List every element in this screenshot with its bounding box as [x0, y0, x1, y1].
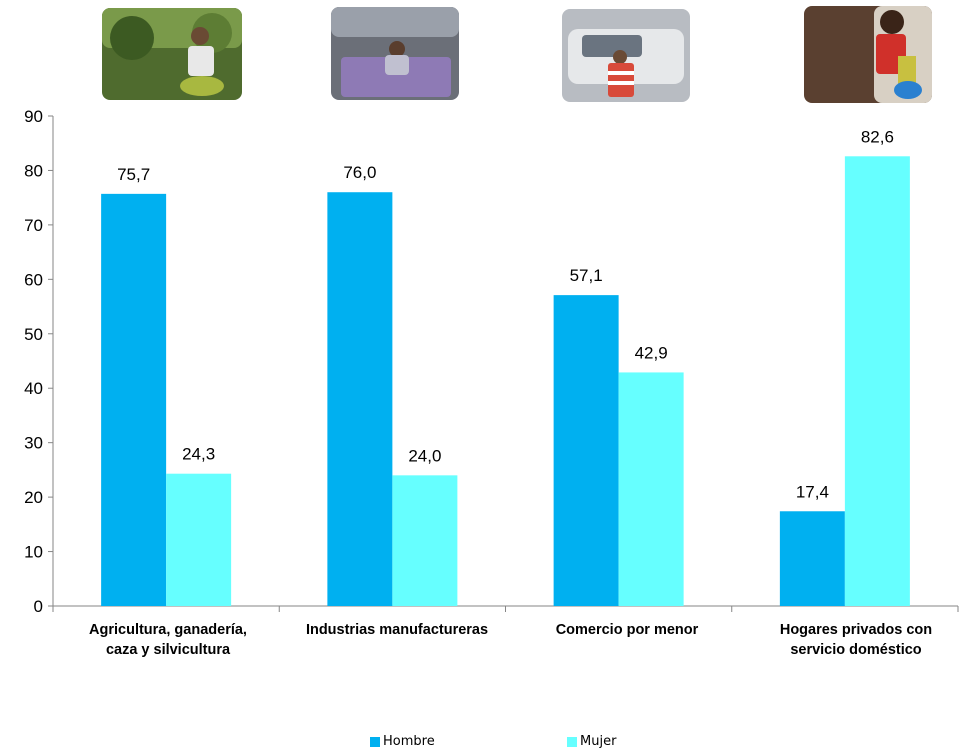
- category-label-manufacturing: Industrias manufactureras: [282, 620, 512, 640]
- bar-hombre-2: [553, 295, 619, 606]
- photo-commerce: [562, 9, 690, 102]
- data-label-mujer-1: 24,0: [408, 446, 441, 465]
- bar-mujer-3: [844, 156, 910, 607]
- photo-agriculture: [102, 8, 242, 126]
- bar-mujer-0: [166, 473, 232, 606]
- category-label-line: Industrias manufactureras: [305, 622, 489, 638]
- axes: 0 10 20 30 40 50 60 70 80 90: [24, 107, 959, 616]
- category-label-line: servicio doméstico: [790, 642, 922, 658]
- y-tick-label: 40: [24, 379, 43, 398]
- y-tick-label: 70: [24, 216, 43, 235]
- legend-label-hombre: Hombre: [383, 734, 435, 749]
- data-labels: 75,7 76,0 57,1 17,4 24,3 24,0 42,9 82,6: [117, 127, 894, 501]
- y-tick-label: 30: [24, 434, 43, 453]
- photo-manufacturing: [331, 7, 459, 100]
- category-label-line: Comercio por menor: [555, 622, 699, 638]
- legend-item-hombre: Hombre: [370, 734, 435, 749]
- y-tick-label: 90: [24, 107, 43, 126]
- data-label-hombre-1: 76,0: [343, 163, 376, 182]
- y-tick-label: 50: [24, 325, 43, 344]
- legend-swatch-hombre: [370, 736, 380, 747]
- data-label-mujer-2: 42,9: [635, 343, 668, 362]
- data-label-hombre-0: 75,7: [117, 165, 150, 184]
- category-label-line: Agricultura, ganadería,: [89, 622, 247, 638]
- category-label-line: caza y silvicultura: [105, 642, 231, 658]
- y-tick-label: 0: [34, 597, 43, 616]
- bars: [101, 156, 910, 607]
- category-label-agriculture: Agricultura, ganadería, caza y silvicult…: [53, 620, 283, 660]
- photo-domestic: [804, 6, 932, 103]
- bar-mujer-1: [392, 475, 458, 606]
- category-label-line: Hogares privados con: [779, 622, 933, 638]
- legend-label-mujer: Mujer: [580, 734, 617, 749]
- bar-mujer-2: [618, 372, 684, 606]
- data-label-mujer-3: 82,6: [861, 127, 894, 146]
- y-tick-label: 80: [24, 161, 43, 180]
- y-tick-label: 20: [24, 488, 43, 507]
- bar-hombre-3: [779, 511, 845, 606]
- bar-hombre-0: [101, 193, 167, 606]
- legend-item-mujer: Mujer: [567, 734, 616, 749]
- data-label-hombre-2: 57,1: [570, 266, 603, 285]
- legend-swatch-mujer: [567, 736, 577, 747]
- bar-hombre-1: [327, 192, 393, 606]
- data-label-mujer-0: 24,3: [182, 445, 215, 464]
- category-label-commerce: Comercio por menor: [512, 620, 742, 640]
- category-label-domestic: Hogares privados con servicio doméstico: [741, 620, 962, 660]
- y-tick-label: 10: [24, 543, 43, 562]
- legend: Hombre Mujer: [0, 734, 962, 754]
- data-label-hombre-3: 17,4: [796, 482, 829, 501]
- bar-chart: 0 10 20 30 40 50 60 70 80 90 75,7 76,0 57,1 17,4 24,3…: [24, 6, 959, 616]
- y-tick-label: 60: [24, 270, 43, 289]
